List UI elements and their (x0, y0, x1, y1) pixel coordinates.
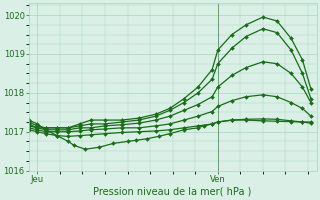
X-axis label: Pression niveau de la mer( hPa ): Pression niveau de la mer( hPa ) (93, 187, 252, 197)
